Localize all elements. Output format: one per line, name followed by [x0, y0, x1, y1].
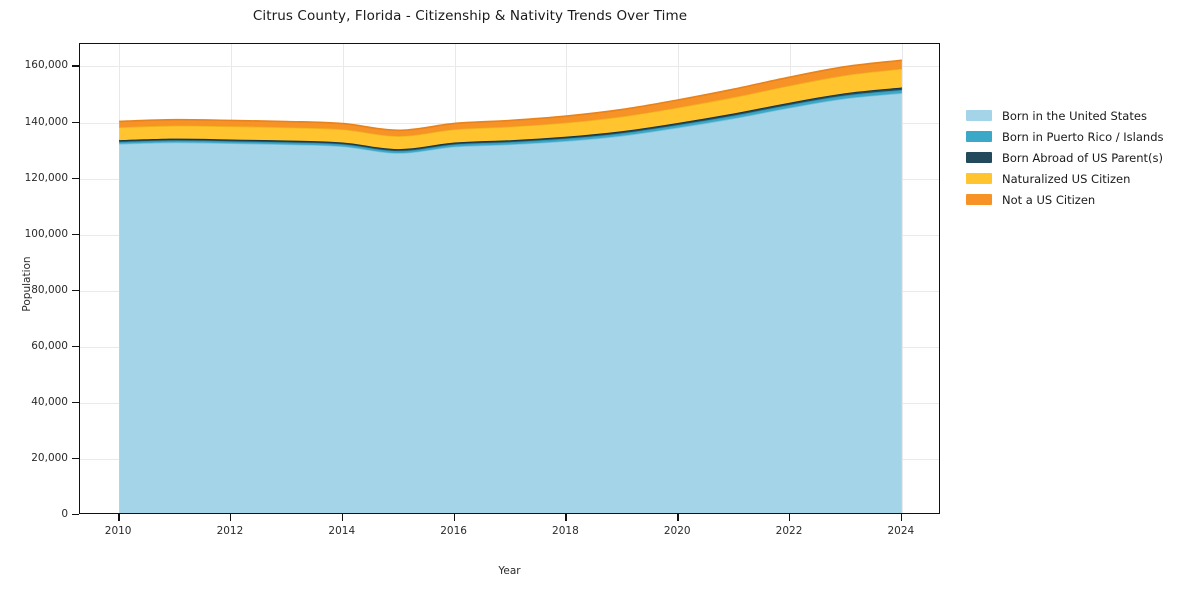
- legend-item[interactable]: Born in Puerto Rico / Islands: [966, 126, 1181, 147]
- y-axis-tick-mark: [72, 345, 79, 348]
- legend-item-label: Not a US Citizen: [1002, 192, 1096, 207]
- stacked-area-series: [119, 59, 902, 513]
- y-axis-tick-mark: [72, 457, 79, 460]
- y-axis-tick-mark: [72, 233, 79, 236]
- legend-item-label: Born in Puerto Rico / Islands: [1002, 129, 1164, 144]
- y-axis-tick-label: 60,000: [31, 339, 68, 352]
- gridline-horizontal: [80, 66, 939, 68]
- chart-title: Citrus County, Florida - Citizenship & N…: [252, 8, 688, 24]
- legend-swatch-icon: [966, 194, 992, 205]
- legend-item[interactable]: Naturalized US Citizen: [966, 168, 1181, 189]
- x-axis-tick-label: 2020: [663, 525, 691, 537]
- y-axis-tick-mark: [72, 121, 79, 123]
- y-axis-tick-label: 160,000: [24, 59, 68, 72]
- x-axis-label: Year: [498, 565, 521, 577]
- legend-item[interactable]: Not a US Citizen: [966, 189, 1181, 210]
- x-axis-tick-mark: [900, 514, 903, 521]
- legend-item-label: Born Abroad of US Parent(s): [1002, 150, 1163, 165]
- y-axis-tick-mark: [72, 401, 79, 404]
- x-axis-tick-label: 2018: [552, 525, 579, 537]
- y-axis-tick-mark: [72, 177, 79, 179]
- y-axis-tick-mark: [72, 514, 79, 516]
- x-axis-tick-label: 2012: [216, 525, 244, 537]
- x-axis-tick-mark: [118, 514, 120, 521]
- x-axis-tick-label: 2014: [328, 525, 356, 537]
- y-axis-tick-mark: [72, 289, 79, 292]
- gridline-vertical: [901, 44, 903, 513]
- x-axis-tick-mark: [453, 514, 455, 521]
- x-axis-tick-label: 2022: [775, 525, 803, 537]
- x-axis-tick-mark: [677, 514, 679, 521]
- y-axis-tick-label: 140,000: [24, 115, 68, 128]
- area-boundary-line: [119, 59, 902, 132]
- x-axis-tick-mark: [341, 514, 344, 521]
- legend-item-label: Naturalized US Citizen: [1002, 171, 1131, 186]
- area-band: [119, 68, 902, 150]
- legend-item[interactable]: Born Abroad of US Parent(s): [966, 147, 1181, 168]
- y-axis-tick-label: 100,000: [24, 227, 68, 240]
- x-axis-tick-mark: [229, 514, 232, 521]
- legend-item-label: Born in the United States: [1002, 108, 1147, 123]
- plot-area: [79, 43, 940, 514]
- legend-swatch-icon: [966, 152, 992, 163]
- y-axis-tick-label: 120,000: [24, 171, 68, 184]
- y-axis-tick-label: 80,000: [31, 283, 68, 296]
- y-axis-tick-label: 40,000: [31, 395, 68, 408]
- y-axis-tick-mark: [72, 65, 79, 67]
- plot-inner: [80, 44, 939, 513]
- y-axis-tick-label: 0: [61, 508, 68, 520]
- area-band: [119, 93, 902, 513]
- legend-item[interactable]: Born in the United States: [966, 105, 1181, 126]
- x-axis-tick-label: 2024: [887, 525, 915, 537]
- x-axis-tick-label: 2016: [440, 525, 467, 537]
- y-axis-tick-label: 20,000: [31, 451, 68, 464]
- x-axis-tick-mark: [565, 514, 567, 521]
- legend-swatch-icon: [966, 173, 992, 184]
- legend-swatch-icon: [966, 131, 992, 142]
- x-axis-tick-mark: [789, 514, 791, 521]
- x-axis-tick-label: 2010: [104, 525, 132, 537]
- chart-legend: Born in the United States Born in Puerto …: [966, 105, 1181, 210]
- legend-swatch-icon: [966, 110, 992, 121]
